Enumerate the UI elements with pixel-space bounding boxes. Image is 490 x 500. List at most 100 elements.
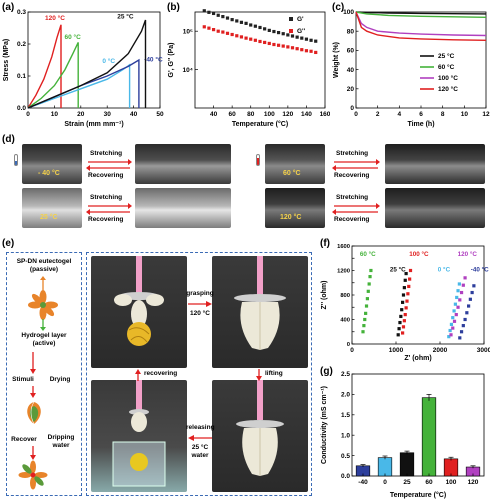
data-point-4	[454, 313, 458, 317]
legend-marker-0	[289, 17, 293, 21]
data-point-0	[272, 29, 276, 34]
data-point-0	[286, 33, 290, 37]
data-point-1	[244, 36, 248, 40]
data-point-1	[267, 41, 271, 46]
f-x-tick-label: 2000	[433, 347, 448, 354]
series-label-4: 120 °C	[458, 250, 478, 258]
data-point-0	[290, 34, 295, 38]
gripper-figure-2	[234, 256, 286, 350]
photo-warm-stretched	[385, 144, 485, 184]
bar-25	[399, 452, 415, 477]
f-y-tick-label: 800	[340, 293, 350, 299]
data-point-5	[461, 324, 465, 328]
gripper-figure-1	[114, 256, 164, 346]
series-label-0: 120 °C	[45, 14, 65, 22]
modulus-temperature-chart: 40 60 80 100 120 140 160 10⁴ 10⁵ Temperature (°C)…	[168, 9, 331, 128]
label-stretching-3: Stretching	[336, 150, 369, 157]
g-x-axis-label: Temperature (°C)	[390, 491, 446, 499]
data-point-2	[401, 331, 405, 335]
c-x-axis-label: Time (h)	[407, 121, 434, 128]
data-point-2	[404, 306, 408, 310]
c-y-tick-label: 80	[347, 28, 355, 35]
tag-25: 25 °C	[40, 214, 58, 221]
data-point-1	[404, 271, 408, 276]
b-x-tick-label: 160	[320, 111, 330, 118]
data-point-4	[461, 283, 465, 287]
data-point-2	[402, 319, 406, 323]
plot-frame	[27, 11, 161, 109]
data-point-0	[364, 304, 369, 308]
data-point-0	[207, 10, 211, 14]
data-point-1	[309, 49, 313, 53]
data-point-1	[258, 39, 262, 44]
data-point-3	[448, 328, 452, 333]
a-x-tick-label: 50	[156, 111, 164, 118]
data-point-4	[456, 305, 460, 309]
plot-frame	[194, 11, 326, 109]
data-point-1	[300, 48, 304, 52]
data-point-2	[408, 277, 412, 281]
arrow-up-passive	[40, 276, 46, 290]
data-point-3	[453, 302, 457, 306]
data-point-0	[367, 282, 371, 286]
c-x-tick-label: 0	[354, 111, 358, 118]
data-point-5	[458, 336, 462, 340]
data-point-2	[403, 313, 407, 317]
b-x-tick-label: 60	[229, 111, 237, 118]
data-point-1	[286, 45, 290, 49]
data-point-0	[267, 28, 271, 32]
label-recovering-1: Recovering	[88, 172, 124, 179]
a-x-tick-label: 30	[104, 111, 112, 118]
data-point-1	[221, 30, 225, 34]
data-point-1	[281, 44, 285, 48]
label-release-medium: water	[191, 452, 209, 459]
b-y-axis-label: G', G'' (Pa)	[168, 43, 175, 78]
photo-cold-stretched	[135, 144, 231, 184]
label-releasing: releasing	[186, 424, 215, 431]
data-point-1	[263, 40, 267, 45]
arrow-stretch-3	[332, 159, 380, 171]
plot-frame	[351, 373, 485, 477]
data-point-2	[401, 325, 406, 329]
data-point-3	[452, 309, 456, 313]
series-label-3: 0 °C	[438, 266, 451, 274]
label-recovering-2: Recovering	[88, 216, 124, 223]
data-point-0	[253, 24, 257, 28]
photo-hot-initial	[265, 188, 325, 228]
b-x-axis-label: Temperature (°C)	[232, 120, 288, 128]
label-stretching-1: Stretching	[90, 150, 123, 157]
data-point-0	[263, 27, 267, 31]
data-point-1	[400, 308, 404, 312]
series-label-2: 100 °C	[409, 250, 429, 258]
panel-label-e: (e)	[2, 238, 15, 249]
g-x-tick-label: 60	[425, 479, 433, 486]
series-line-2	[355, 11, 487, 37]
panel-label-c: (c)	[332, 2, 345, 13]
series-line-1	[27, 42, 79, 109]
panel-c: (c) 0 2 4 6 8 10 12 0 20 40 60 80 100 Time (h) Weight …	[330, 0, 490, 130]
data-point-1	[304, 49, 309, 53]
data-point-0	[368, 275, 372, 279]
g-y-tick-label: 0.5	[341, 453, 350, 460]
data-point-0	[300, 36, 304, 40]
data-point-1	[225, 31, 230, 35]
data-point-0	[239, 20, 244, 24]
series-label-1: 60 °C	[64, 33, 81, 41]
plot-frame	[355, 11, 487, 109]
data-point-0	[230, 18, 234, 22]
data-point-1	[230, 32, 234, 37]
label-release-temp: 25 °C	[191, 444, 209, 451]
series-line-3	[355, 11, 487, 41]
a-y-tick-label: 0.2	[17, 41, 26, 48]
a-y-tick-label: 0.0	[17, 105, 26, 112]
data-point-2	[405, 299, 409, 303]
c-x-tick-label: 2	[376, 111, 380, 118]
data-point-1	[398, 320, 402, 325]
f-y-tick-label: 0	[347, 342, 350, 348]
arrow-recovering	[135, 369, 141, 381]
label-recovering-3: Recovering	[334, 172, 370, 179]
c-x-tick-label: 8	[441, 111, 445, 118]
f-x-tick-label: 1000	[389, 347, 404, 354]
a-x-tick-label: 40	[130, 111, 138, 118]
data-point-1	[235, 34, 239, 38]
